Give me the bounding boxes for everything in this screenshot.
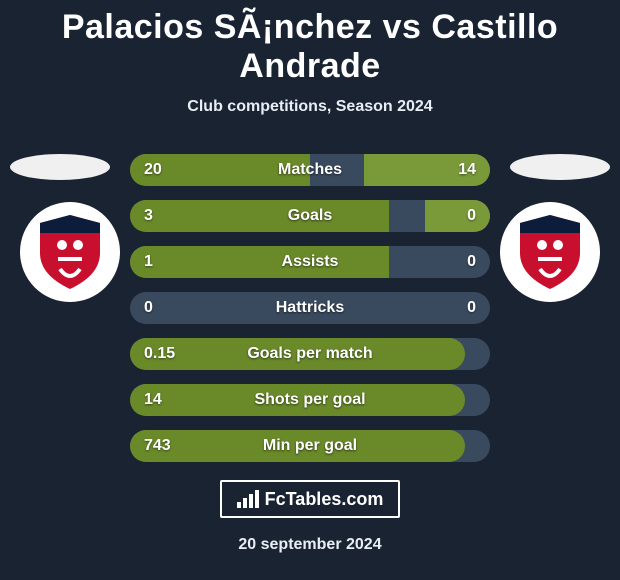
stat-row: 2014Matches bbox=[130, 154, 490, 186]
comparison-panel: 2014Matches 30Goals 10Assists 00Hattricks 0.… bbox=[0, 154, 620, 462]
footer-logo-text: FcTables.com bbox=[265, 489, 384, 510]
stat-label: Goals per match bbox=[130, 338, 490, 370]
stat-label: Matches bbox=[130, 154, 490, 186]
page-title: Palacios SÃ¡nchez vs Castillo Andrade bbox=[0, 0, 620, 86]
footer-logo: FcTables.com bbox=[220, 480, 400, 518]
stat-row: 0.15Goals per match bbox=[130, 338, 490, 370]
stat-label: Assists bbox=[130, 246, 490, 278]
crest-right-icon bbox=[514, 213, 586, 291]
date-label: 20 september 2024 bbox=[0, 536, 620, 554]
flag-left bbox=[10, 154, 110, 180]
stat-rows: 2014Matches 30Goals 10Assists 00Hattricks 0.… bbox=[130, 154, 490, 462]
chart-icon bbox=[237, 490, 259, 508]
flag-right bbox=[510, 154, 610, 180]
stat-label: Min per goal bbox=[130, 430, 490, 462]
crest-left-icon bbox=[34, 213, 106, 291]
subtitle: Club competitions, Season 2024 bbox=[0, 98, 620, 116]
stat-label: Hattricks bbox=[130, 292, 490, 324]
stat-row: 14Shots per goal bbox=[130, 384, 490, 416]
club-logo-left bbox=[20, 202, 120, 302]
stat-row: 10Assists bbox=[130, 246, 490, 278]
stat-label: Goals bbox=[130, 200, 490, 232]
stat-label: Shots per goal bbox=[130, 384, 490, 416]
stat-row: 743Min per goal bbox=[130, 430, 490, 462]
stat-row: 00Hattricks bbox=[130, 292, 490, 324]
stat-row: 30Goals bbox=[130, 200, 490, 232]
club-logo-right bbox=[500, 202, 600, 302]
